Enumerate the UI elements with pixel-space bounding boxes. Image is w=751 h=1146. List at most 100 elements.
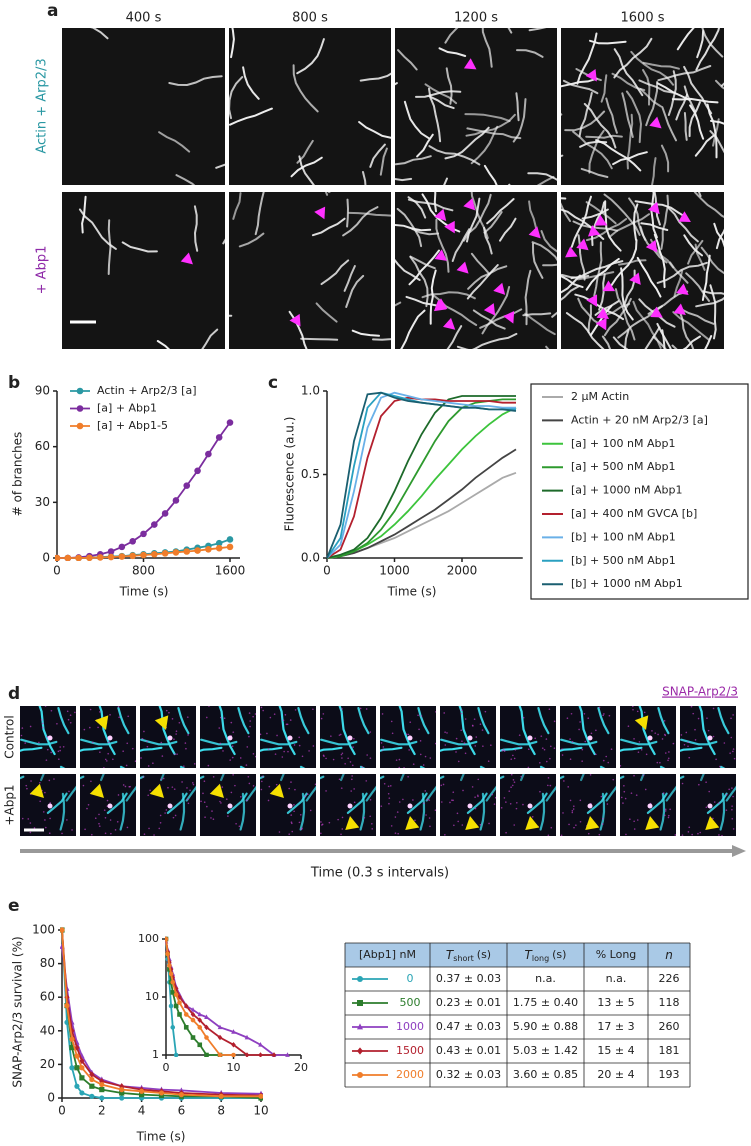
filament [357,707,370,735]
speckle [74,711,76,714]
x-tick-label: 6 [178,1104,186,1118]
speckle [605,755,608,758]
filament [38,706,56,756]
filament [583,102,617,149]
marker [177,1000,182,1005]
filament [106,792,128,814]
filament [446,325,463,349]
filament [520,774,525,782]
speckle [288,833,291,835]
speckle [129,785,131,788]
speckle [474,745,477,747]
micrograph [62,28,225,185]
speckle [522,803,524,806]
speckle [602,759,605,762]
filament [653,192,661,226]
speckle [732,828,735,830]
speckle [68,790,70,793]
speckle [461,824,464,826]
speckle [515,807,518,810]
speckle [340,833,342,836]
speckle [610,748,613,751]
filament [597,707,610,735]
filament [712,118,720,147]
filaments [380,706,436,768]
marker [74,1053,80,1059]
filament [409,255,436,270]
speckle [232,774,234,776]
speckle [246,799,248,802]
speckle [601,823,604,825]
speckle [444,731,446,733]
speckle [440,801,443,803]
x-tick-label: 10 [227,1061,241,1074]
speckle [687,831,690,833]
filament [472,309,506,330]
marker [172,549,180,556]
filament [80,746,103,752]
table-cell: 181 [659,1044,680,1057]
filament [417,707,430,735]
marker [418,1095,423,1100]
filament [693,192,724,219]
filament [609,213,650,238]
marker [197,1017,203,1023]
speckle [247,776,250,778]
speckle [573,805,575,808]
y-tick-label: 100 [32,923,55,937]
speckle [89,726,91,729]
filament [638,79,675,94]
speckle [160,778,162,781]
filament [618,259,647,266]
speckle [99,751,101,753]
speckle [623,790,626,793]
filament [226,792,248,814]
frame [680,706,736,768]
arp-spot [707,803,713,809]
speckle [147,794,149,797]
filament [572,130,613,170]
filament [315,302,338,323]
marker [338,1095,343,1100]
filaments [395,192,557,349]
marker [217,1024,223,1030]
speckle [288,787,290,790]
marker [167,963,172,968]
speckle [444,833,446,836]
filament [545,785,556,802]
filament [620,267,634,321]
speckle [730,717,732,720]
filament [527,172,557,181]
speckle [56,722,58,725]
speckle [44,706,47,707]
speckle [248,712,251,714]
speckle [732,748,735,750]
speckle [688,756,691,759]
filament [536,175,555,185]
filament [407,196,427,219]
marker [190,1035,196,1040]
filament [526,792,548,814]
filaments [395,28,557,185]
filament [409,255,429,308]
filament [685,272,710,302]
speckle [210,817,212,819]
filament [640,222,669,231]
speckle [231,745,234,748]
speckle [340,787,343,789]
speckle [453,824,455,827]
filament [515,92,520,122]
speckle [707,729,710,732]
marker [173,992,179,997]
marker [119,1083,125,1090]
marker [89,1093,95,1099]
marker [64,1003,70,1009]
frame [80,706,136,768]
speckle [46,748,49,751]
x-tick-label: 4 [138,1104,146,1118]
speckle [48,832,51,835]
filament [604,200,622,252]
marker [76,422,84,430]
speckle [424,790,427,792]
speckle [173,738,175,740]
